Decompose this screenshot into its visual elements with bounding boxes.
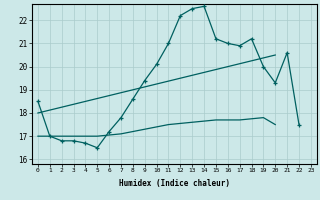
X-axis label: Humidex (Indice chaleur): Humidex (Indice chaleur)	[119, 179, 230, 188]
